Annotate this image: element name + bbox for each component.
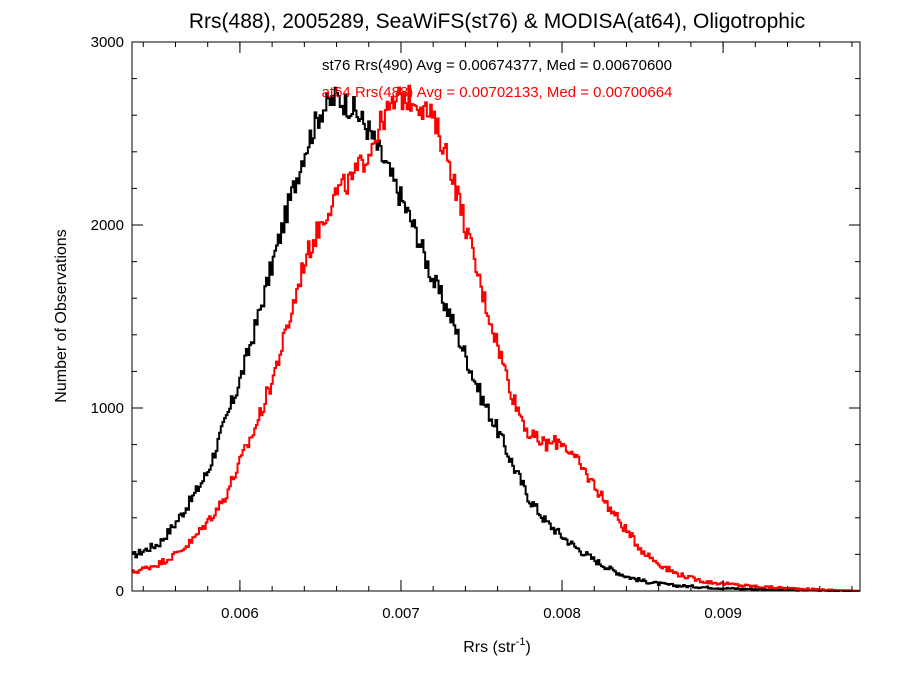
x-tick-label: 0.006 — [221, 605, 259, 622]
chart-title: Rrs(488), 2005289, SeaWiFS(st76) & MODIS… — [189, 10, 805, 33]
annotation-at64: at64 Rrs(488) Avg = 0.00702133, Med = 0.… — [322, 84, 673, 101]
y-axis-label: Number of Observations — [53, 229, 70, 402]
x-axis-label-close: ) — [525, 639, 530, 656]
axes-layer: 0.006 0.007 0.008 0.009 0 1000 2000 3000 — [91, 34, 861, 622]
series-layer — [132, 84, 860, 592]
y-tick-label: 1000 — [91, 400, 124, 417]
x-tick-label: 0.008 — [543, 605, 581, 622]
histogram-st76 — [132, 86, 860, 592]
plot-frame — [131, 41, 861, 592]
x-axis-label: Rrs (str-1) — [463, 636, 531, 656]
x-axis-label-text: Rrs (str — [463, 639, 516, 656]
histogram-at64 — [132, 84, 860, 592]
y-tick-label: 2000 — [91, 217, 124, 234]
annotation-st76: st76 Rrs(490) Avg = 0.00674377, Med = 0.… — [322, 57, 672, 74]
x-tick-label: 0.009 — [704, 605, 742, 622]
y-tick-label: 3000 — [91, 34, 124, 51]
y-tick-label: 0 — [116, 583, 124, 600]
x-tick-label: 0.007 — [382, 605, 420, 622]
x-axis-label-superscript: -1 — [516, 636, 526, 648]
